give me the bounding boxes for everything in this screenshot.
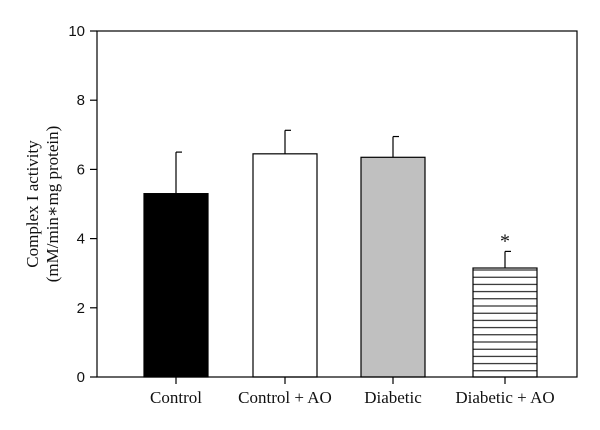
- x-tick-label-2: Diabetic: [364, 388, 422, 407]
- y-tick-label-2: 4: [77, 231, 85, 248]
- plot-frame: [96, 30, 578, 378]
- y-tick-label-0: 0: [77, 369, 85, 386]
- bar-control: [143, 193, 209, 378]
- y-axis-title-line1: Complex I activity: [23, 140, 42, 268]
- chart-marks: *: [143, 129, 538, 378]
- y-axis: 0 2 4 6 8 10: [68, 23, 97, 386]
- y-tick-label-5: 10: [68, 23, 85, 40]
- x-tick-label-0: Control: [150, 388, 202, 407]
- bar-diabetic-ao: [472, 267, 538, 378]
- y-axis-title-line2: (mM/min∗mg protein): [43, 126, 62, 283]
- x-axis: Control Control + AO Diabetic Diabetic + AO: [150, 377, 555, 407]
- bar-control-ao: [252, 153, 318, 378]
- y-tick-label-4: 8: [77, 92, 85, 109]
- x-tick-label-3: Diabetic + AO: [455, 388, 554, 407]
- x-tick-label-1: Control + AO: [238, 388, 332, 407]
- bar-diabetic: [360, 156, 426, 378]
- y-tick-label-1: 2: [77, 300, 85, 317]
- y-tick-label-3: 6: [77, 161, 85, 178]
- significance-marker-0: *: [500, 230, 510, 252]
